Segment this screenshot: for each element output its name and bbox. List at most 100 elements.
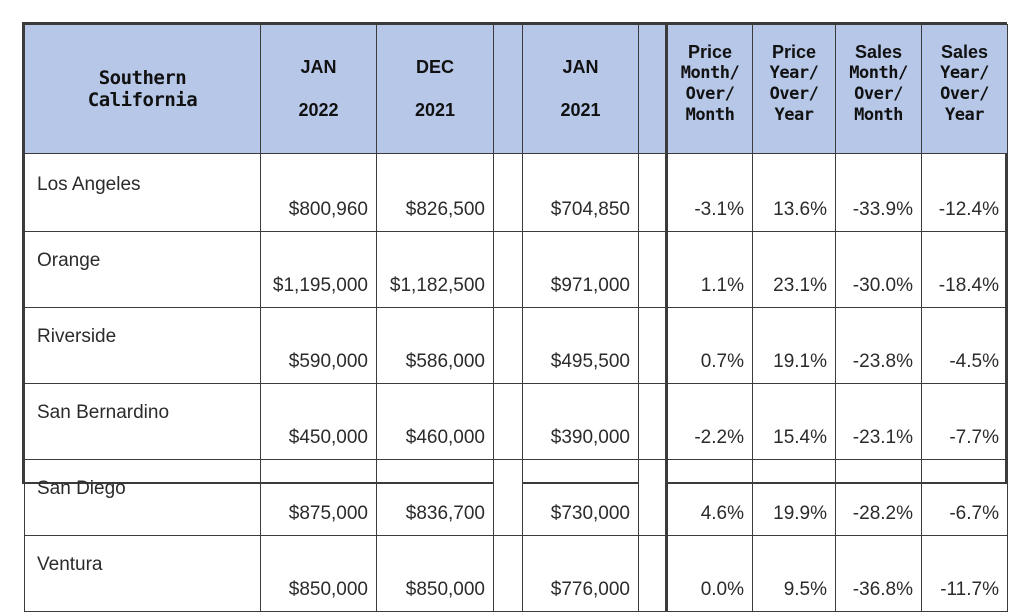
cell-jan-2022: $590,000 — [260, 307, 377, 384]
cell-jan-2021: $390,000 — [522, 383, 639, 460]
header-jan-2021-year: 2021 — [560, 100, 601, 120]
header-price-yoy-l2: Over/ — [769, 84, 819, 104]
header-sales-yoy-l1: Year/ — [940, 63, 989, 83]
cell-price-yoy: 15.4% — [752, 383, 836, 460]
header-price-yoy-l3: Year — [774, 105, 814, 125]
cell-spacer — [638, 383, 667, 460]
header-jan-2022-month: JAN — [300, 57, 337, 77]
cell-spacer — [638, 231, 667, 308]
cell-region: Riverside — [24, 307, 261, 384]
cell-jan-2022: $1,195,000 — [260, 231, 377, 308]
header-price-mom-title: Price — [687, 42, 733, 62]
header-price-yoy-l1: Year/ — [769, 63, 819, 83]
cell-sales-mom: -33.9% — [835, 153, 922, 232]
header-region: Southern California — [24, 24, 261, 154]
cell-spacer — [493, 535, 523, 612]
cell-price-yoy: 9.5% — [752, 535, 836, 612]
cell-sales-yoy: -18.4% — [921, 231, 1008, 308]
cell-sales-mom: -23.8% — [835, 307, 922, 384]
header-jan-2021-month: JAN — [562, 57, 599, 77]
header-spacer — [638, 24, 667, 154]
cell-spacer — [638, 153, 667, 232]
cell-dec-2021: $1,182,500 — [376, 231, 494, 308]
table-row: Ventura $850,000 $850,000 $776,000 0.0% 9.5% -… — [24, 535, 1008, 612]
cell-jan-2022: $875,000 — [260, 459, 377, 536]
cell-jan-2021: $495,500 — [522, 307, 639, 384]
cell-dec-2021: $460,000 — [376, 383, 494, 460]
cell-jan-2021: $776,000 — [522, 535, 639, 612]
cell-price-mom: 0.7% — [665, 307, 753, 384]
cell-price-yoy: 23.1% — [752, 231, 836, 308]
cell-sales-yoy: -4.5% — [921, 307, 1008, 384]
cell-price-mom: -2.2% — [665, 383, 753, 460]
cell-dec-2021: $850,000 — [376, 535, 494, 612]
cell-jan-2021: $704,850 — [522, 153, 639, 232]
header-jan-2022: JAN 2022 — [260, 24, 377, 154]
cell-sales-mom: -36.8% — [835, 535, 922, 612]
cell-price-mom: -3.1% — [665, 153, 753, 232]
header-sales-mom-l1: Month/ — [849, 63, 908, 83]
header-dec-2021-month: DEC — [415, 57, 454, 77]
table-row: Riverside $590,000 $586,000 $495,500 0.7% 19.… — [24, 307, 1008, 384]
cell-dec-2021: $586,000 — [376, 307, 494, 384]
header-price-mom-l1: Month/ — [680, 63, 740, 83]
header-price-mom-l3: Month — [685, 105, 735, 125]
header-region-line2: California — [87, 89, 198, 111]
cell-price-yoy: 13.6% — [752, 153, 836, 232]
cell-price-mom: 1.1% — [665, 231, 753, 308]
cell-price-yoy: 19.9% — [752, 459, 836, 536]
cell-region: Orange — [24, 231, 261, 308]
cell-price-mom: 0.0% — [665, 535, 753, 612]
cell-spacer — [493, 231, 523, 308]
header-price-mom-l2: Over/ — [685, 84, 735, 104]
table-row: Los Angeles $800,960 $826,500 $704,850 -3.1%… — [24, 153, 1008, 232]
header-jan-2022-year: 2022 — [298, 100, 339, 120]
cell-sales-mom: -28.2% — [835, 459, 922, 536]
cell-region: San Bernardino — [24, 383, 261, 460]
cell-spacer — [493, 383, 523, 460]
cell-spacer — [638, 307, 667, 384]
cell-region: Los Angeles — [24, 153, 261, 232]
cell-spacer — [493, 153, 523, 232]
cell-dec-2021: $826,500 — [376, 153, 494, 232]
header-price-yoy-title: Price — [771, 42, 817, 62]
cell-spacer — [493, 307, 523, 384]
cell-jan-2021: $971,000 — [522, 231, 639, 308]
header-sales-yoy: Sales Year/ Over/ Year — [921, 24, 1008, 154]
cell-sales-mom: -23.1% — [835, 383, 922, 460]
table-row: San Diego $875,000 $836,700 $730,000 4.6% 19.… — [24, 459, 1008, 536]
cell-dec-2021: $836,700 — [376, 459, 494, 536]
header-sales-mom-title: Sales — [854, 42, 903, 62]
cell-region: Ventura — [24, 535, 261, 612]
header-region-line1: Southern — [98, 67, 187, 89]
cell-sales-yoy: -12.4% — [921, 153, 1008, 232]
cell-sales-yoy: -11.7% — [921, 535, 1008, 612]
cell-region: San Diego — [24, 459, 261, 536]
header-price-mom: Price Month/ Over/ Month — [665, 24, 753, 154]
cell-spacer — [493, 459, 523, 536]
cell-jan-2021: $730,000 — [522, 459, 639, 536]
header-sales-yoy-l3: Year — [945, 105, 984, 125]
cell-jan-2022: $800,960 — [260, 153, 377, 232]
header-dec-2021-year: 2021 — [414, 100, 456, 120]
header-sales-yoy-l2: Over/ — [940, 84, 989, 104]
cell-jan-2022: $850,000 — [260, 535, 377, 612]
header-row: Southern California JAN 2022 DEC 2021 JA… — [24, 24, 1008, 154]
header-sales-mom-l3: Month — [854, 105, 903, 125]
cell-sales-yoy: -6.7% — [921, 459, 1008, 536]
cell-price-mom: 4.6% — [665, 459, 753, 536]
table-row: San Bernardino $450,000 $460,000 $390,000 -2… — [24, 383, 1008, 460]
header-spacer — [493, 24, 523, 154]
cell-price-yoy: 19.1% — [752, 307, 836, 384]
header-jan-2021: JAN 2021 — [522, 24, 639, 154]
header-sales-mom: Sales Month/ Over/ Month — [835, 24, 922, 154]
header-sales-yoy-title: Sales — [940, 42, 989, 62]
cell-spacer — [638, 459, 667, 536]
table-row: Orange $1,195,000 $1,182,500 $971,000 1.1% 23… — [24, 231, 1008, 308]
cell-sales-mom: -30.0% — [835, 231, 922, 308]
cell-sales-yoy: -7.7% — [921, 383, 1008, 460]
cell-spacer — [638, 535, 667, 612]
header-price-yoy: Price Year/ Over/ Year — [752, 24, 836, 154]
header-sales-mom-l2: Over/ — [854, 84, 903, 104]
home-price-table: Southern California JAN 2022 DEC 2021 JA… — [22, 22, 1008, 612]
